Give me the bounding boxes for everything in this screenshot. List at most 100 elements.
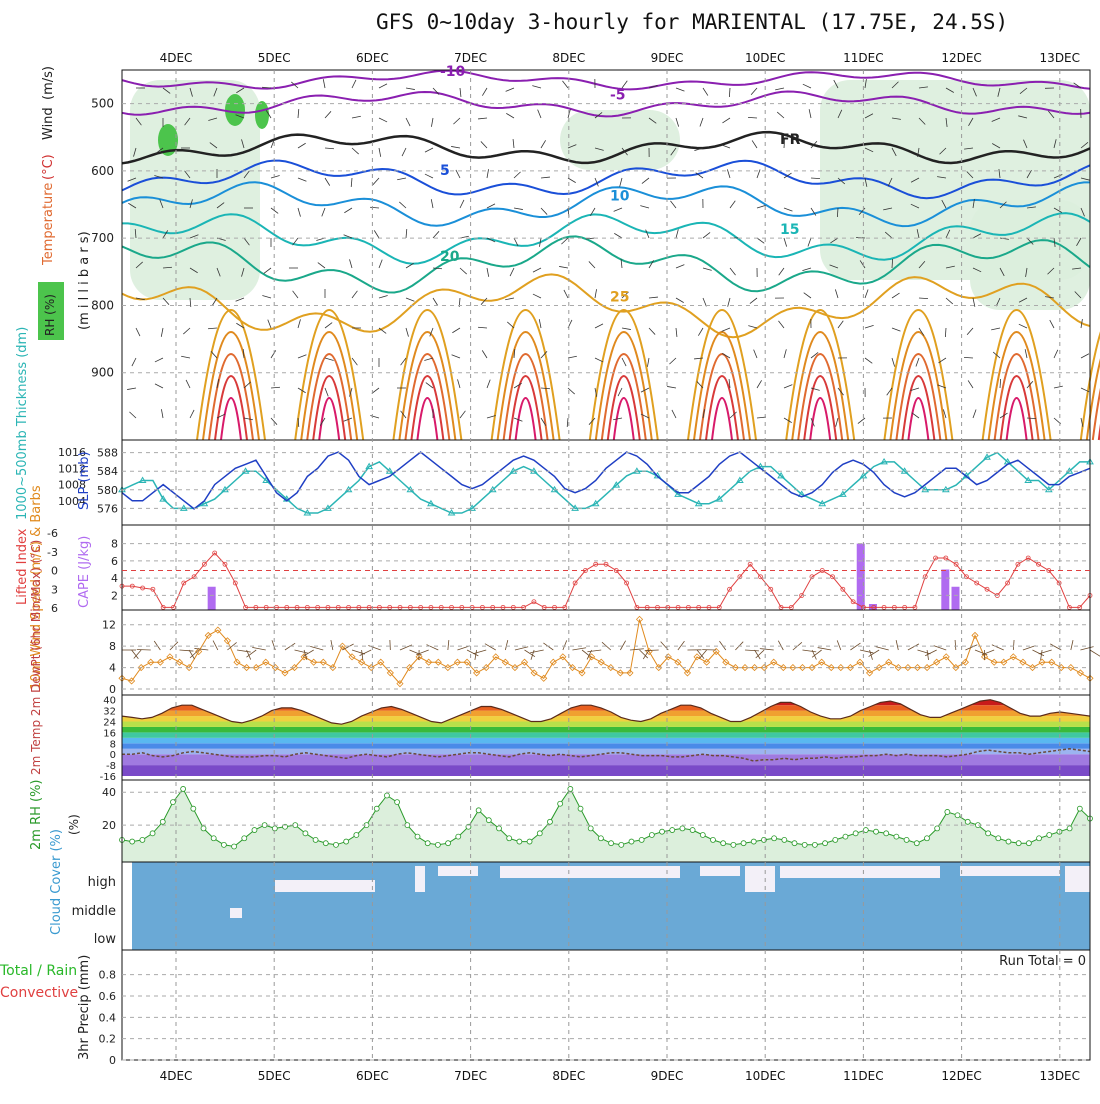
- wind-barb: [892, 358, 895, 367]
- wind-barb: [945, 328, 946, 337]
- wind-barb: [487, 380, 490, 388]
- wind-barb: [730, 268, 736, 275]
- x-tick-label-bottom: 7DEC: [454, 1069, 487, 1083]
- wind-barb: [757, 205, 766, 208]
- x-tick-label-bottom: 8DEC: [552, 1069, 585, 1083]
- wind-barb-10m: [837, 640, 841, 650]
- wind-barb: [453, 118, 460, 124]
- wind-barb-10m: [1013, 640, 1014, 650]
- warm-contour: [516, 398, 536, 440]
- rh-point: [609, 841, 614, 846]
- rh-point: [874, 829, 879, 834]
- cloud-gap: [1065, 866, 1090, 892]
- precip-tick-label: 0.8: [99, 969, 117, 982]
- wind-barb: [298, 208, 300, 217]
- wind-barb: [779, 268, 784, 275]
- wind-barb: [190, 410, 194, 418]
- wind-barb: [802, 268, 811, 271]
- li-tick-label: 0: [51, 565, 58, 578]
- x-tick-label-top: 8DEC: [552, 51, 585, 65]
- rh-point: [924, 836, 929, 841]
- temp-band: [122, 697, 1090, 705]
- rh-shade: [970, 200, 1090, 310]
- wind-barb: [541, 177, 550, 178]
- wind-barb: [298, 178, 306, 181]
- wind-barb: [748, 326, 757, 328]
- rh-point: [792, 841, 797, 846]
- contour-label: 15: [780, 222, 799, 238]
- wind-barb: [325, 323, 332, 328]
- wind-barb-10m: [876, 647, 889, 650]
- wind-barb: [322, 208, 325, 216]
- precip-conv-label: Convective: [0, 985, 78, 1001]
- wind-barb: [614, 208, 622, 211]
- temp-tick-label: 8: [110, 739, 116, 750]
- rh-point: [446, 841, 451, 846]
- wind-barb: [858, 418, 865, 424]
- wind-barb: [532, 86, 541, 88]
- warm-contour: [902, 376, 934, 440]
- wind-barb: [620, 178, 622, 187]
- temp-band: [122, 738, 1090, 743]
- wind-barb-10m: [485, 644, 496, 650]
- wind-barb-10m: [272, 640, 275, 650]
- wind-barb: [1054, 386, 1063, 388]
- wind-barb: [406, 118, 410, 126]
- wind-barb: [676, 118, 679, 127]
- rh-point: [955, 813, 960, 818]
- rh-point: [374, 806, 379, 811]
- thickness-tick-label: 580: [97, 484, 118, 497]
- rh-point: [272, 826, 277, 831]
- precip-tick-label: 0.2: [99, 1033, 117, 1046]
- wind-barb: [892, 293, 900, 298]
- wind-barb: [722, 145, 730, 148]
- wind-barb: [946, 298, 953, 304]
- wind-barb: [784, 349, 786, 358]
- wind-barb: [325, 388, 328, 396]
- wind-barb-10m: [563, 640, 567, 650]
- wind-barb: [460, 200, 464, 208]
- wind-barb: [186, 380, 190, 388]
- cloud-gap: [415, 866, 425, 892]
- slp-axis-label: SLP (mb): [77, 451, 92, 510]
- li-axis-label: Lifted Index: [15, 528, 30, 605]
- precip-tick-label: 0: [109, 1054, 116, 1067]
- rh-point: [680, 826, 685, 831]
- wind-barb-10m: [992, 645, 1004, 650]
- rh-point: [303, 831, 308, 836]
- temp-band: [122, 716, 1090, 721]
- temp-band: [122, 732, 1090, 737]
- wind-barb: [919, 298, 928, 299]
- wind-barb: [433, 298, 438, 306]
- li-tick-label: 6: [51, 602, 58, 615]
- wind-barb: [967, 328, 973, 335]
- wind-barb-10m: [917, 650, 930, 654]
- rh-point: [323, 841, 328, 846]
- wind-barb: [350, 259, 352, 268]
- wind-barb: [669, 358, 676, 364]
- wind-barb: [478, 327, 487, 328]
- wind-barb: [670, 201, 676, 208]
- rh-point: [904, 837, 909, 842]
- wind-barb: [568, 356, 577, 358]
- rh-shade: [560, 110, 680, 170]
- rh-point: [344, 839, 349, 844]
- wind-barb: [533, 294, 541, 298]
- wind-barb-10m: [908, 644, 919, 650]
- x-tick-label-top: 11DEC: [843, 51, 883, 65]
- wind-barb: [325, 358, 334, 360]
- wind-unit-label: (m/s): [41, 66, 56, 100]
- wind-barb-10m: [295, 650, 308, 653]
- wind-barb-10m: [955, 640, 956, 650]
- wind-barb: [181, 356, 190, 358]
- x-tick-label-top: 6DEC: [356, 51, 389, 65]
- wind-barb: [775, 88, 784, 90]
- wind-barb: [426, 383, 433, 388]
- wind-barb: [727, 169, 730, 178]
- pressure-tick-label: 500: [91, 97, 114, 111]
- wind-barb: [352, 116, 361, 118]
- chart-title: GFS 0~10day 3-hourly for MARIENTAL (17.7…: [376, 10, 1008, 34]
- wind-barb: [406, 229, 407, 238]
- wind-barb: [129, 412, 136, 418]
